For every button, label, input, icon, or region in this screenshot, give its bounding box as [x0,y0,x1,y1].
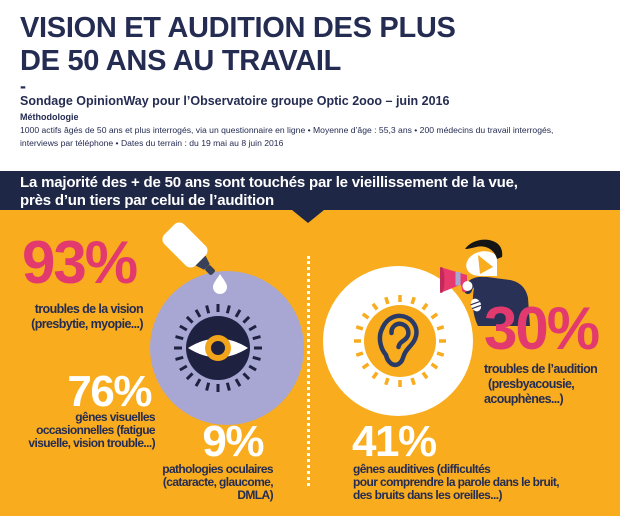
label-line: pour comprendre la parole dans le bruit, [353,475,560,489]
methodology-text: 1000 actifs âgés de 50 ans et plus inter… [20,124,553,149]
methodology-line: interviews par téléphone • Dates du terr… [20,137,284,148]
headline-text: La majorité des + de 50 ans sont touchés… [20,174,518,209]
label-line: occasionnelles (fatigue [36,423,156,437]
ear-sun-icon [352,293,448,389]
audition-genes-label: gênes auditives (difficultés pour compre… [353,462,560,502]
label-line: troubles de la vision [34,302,144,316]
page-title: VISION ET AUDITION DES PLUS DE 50 ANS AU… [20,12,456,78]
dotted-divider [307,256,310,486]
label-line: DMLA) [237,488,273,502]
vision-pathologies-value: 9% [202,417,264,466]
ear-icon [377,313,419,368]
audition-main-value: 30% [484,295,600,362]
content-background [0,210,620,516]
label-line: visuelle, vision trouble...) [28,436,155,450]
label-line: (cataracte, glaucome, [162,475,274,489]
vision-pathologies-label: pathologies oculaires (cataracte, glauco… [162,463,273,502]
audition-genes-value: 41% [352,417,437,466]
label-line: (presbyacousie, [488,377,575,391]
vision-main-label: troubles de la vision (presbytie, myopie… [31,302,143,332]
label-line: gênes auditives (difficultés [353,462,491,476]
methodology-label: Méthodologie [20,112,79,122]
methodology-line: 1000 actifs âgés de 50 ans et plus inter… [20,125,554,135]
label-line: pathologies oculaires [162,462,273,476]
vision-occasional-label: gênes visuelles occasionnelles (fatigue … [28,411,155,450]
survey-subtitle: Sondage OpinionWay pour l’Observatoire g… [20,94,450,108]
eye-icon [172,302,264,394]
headline-banner: La majorité des + de 50 ans sont touchés… [0,171,620,210]
audition-main-label: troubles de l’audition (presbyacousie, a… [484,362,598,407]
label-line: troubles de l’audition [484,362,598,376]
label-line: (presbytie, myopie...) [31,317,143,331]
title-dash: - [20,76,26,96]
vision-occasional-value: 76% [67,367,152,416]
title-line: DE 50 ANS AU TRAVAIL [20,45,342,77]
headline-line: près d’un tiers par celui de l’audition [20,191,274,209]
label-line: gênes visuelles [75,410,155,424]
headline-line: La majorité des + de 50 ans sont touchés… [20,174,518,191]
down-arrow-icon [292,210,324,223]
label-line: des bruits dans les oreilles...) [353,488,502,502]
vision-main-value: 93% [22,229,138,296]
person-megaphone-icon [440,239,530,326]
eye-drops-bottle-icon [162,222,227,294]
label-line: acouphènes...) [484,392,564,406]
title-line: VISION ET AUDITION DES PLUS [20,12,456,44]
